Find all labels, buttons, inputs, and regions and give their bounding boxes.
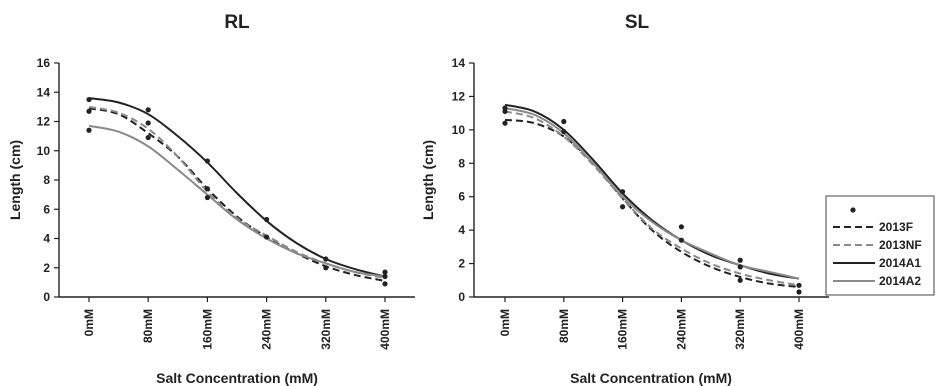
points-rl bbox=[86, 96, 388, 287]
y-tick-label-sl: 4 bbox=[458, 223, 465, 237]
data-point-rl bbox=[145, 107, 151, 113]
legend-marker-points bbox=[850, 207, 856, 213]
x-tick-label-sl: 80mM bbox=[557, 309, 571, 343]
data-point-rl bbox=[382, 273, 388, 280]
y-tick-label-sl: 2 bbox=[458, 257, 465, 271]
data-point-rl bbox=[145, 134, 151, 141]
y-tick-label-rl: 6 bbox=[43, 202, 50, 216]
data-point-rl bbox=[204, 158, 210, 164]
data-point-rl bbox=[264, 216, 270, 223]
data-point-rl bbox=[204, 194, 210, 201]
x-axis-label-sl: Salt Concentration (mM) bbox=[570, 370, 732, 386]
chart-title-sl: SL bbox=[625, 12, 650, 33]
y-tick-label-sl: 6 bbox=[458, 190, 465, 204]
data-point-sl bbox=[561, 128, 567, 135]
y-tick-label-sl: 0 bbox=[458, 290, 465, 304]
x-tick-label-sl: 160mM bbox=[616, 309, 630, 350]
series-line-2014a1-sl bbox=[504, 103, 800, 280]
y-tick-label-rl: 4 bbox=[43, 232, 50, 246]
x-axis-label-rl: Salt Concentration (mM) bbox=[156, 370, 318, 386]
series-line-2014a2-rl bbox=[88, 124, 386, 278]
data-point-sl bbox=[502, 120, 508, 126]
y-tick-label-rl: 16 bbox=[37, 56, 51, 70]
y-tick-label-rl: 8 bbox=[43, 173, 50, 187]
y-tick-label-rl: 14 bbox=[37, 85, 51, 99]
x-tick-label-rl: 400mM bbox=[378, 309, 392, 350]
data-point-sl bbox=[737, 257, 743, 263]
y-tick-label-sl: 12 bbox=[452, 89, 466, 103]
data-point-rl bbox=[86, 108, 92, 114]
curves-sl bbox=[504, 103, 800, 288]
y-axis-label-rl: Length (cm) bbox=[7, 140, 23, 220]
data-point-sl bbox=[678, 224, 685, 230]
data-point-sl bbox=[678, 237, 685, 243]
data-point-rl bbox=[323, 265, 329, 271]
series-line-2013f-rl bbox=[88, 107, 386, 282]
data-point-rl bbox=[86, 127, 92, 133]
data-point-sl bbox=[620, 189, 626, 195]
data-point-rl bbox=[264, 234, 270, 240]
data-point-rl bbox=[382, 281, 388, 287]
data-point-sl bbox=[796, 289, 802, 295]
y-tick-label-rl: 0 bbox=[43, 290, 50, 304]
legend-label-2014a1: 2014A1 bbox=[879, 256, 921, 270]
legend-label-2013nf: 2013NF bbox=[879, 238, 922, 252]
legend-label-2013f: 2013F bbox=[879, 220, 913, 234]
x-tick-label-rl: 80mM bbox=[141, 309, 155, 343]
points-sl bbox=[502, 105, 802, 295]
y-tick-label-sl: 14 bbox=[452, 56, 466, 70]
y-tick-label-rl: 2 bbox=[43, 261, 50, 275]
y-tick-label-sl: 8 bbox=[458, 156, 465, 170]
x-tick-label-sl: 320mM bbox=[733, 309, 747, 350]
x-tick-label-sl: 240mM bbox=[674, 309, 688, 350]
chart-panel-rl: RL Length (cm) Salt Concentration (mM) 0… bbox=[7, 12, 415, 386]
chart-panel-sl: SL Length (cm) Salt Concentration (mM) 0… bbox=[420, 12, 829, 386]
data-point-rl bbox=[323, 256, 329, 262]
data-point-sl bbox=[796, 282, 802, 288]
data-point-sl bbox=[620, 204, 626, 210]
ticks-sl: 0 2 4 6 8 10 12 14 0mM 80mM 160mM 240mM 320mM 400mM bbox=[452, 56, 829, 350]
x-tick-label-rl: 240mM bbox=[260, 309, 274, 350]
x-tick-label-rl: 320mM bbox=[319, 309, 333, 350]
data-point-sl bbox=[737, 277, 743, 283]
y-tick-label-rl: 10 bbox=[37, 144, 51, 158]
chart-title-rl: RL bbox=[224, 12, 250, 33]
data-point-sl bbox=[737, 264, 743, 270]
legend: 2013F 2013NF 2014A1 2014A2 bbox=[825, 195, 935, 296]
data-point-rl bbox=[86, 96, 92, 103]
x-tick-label-sl: 400mM bbox=[792, 309, 806, 350]
legend-label-2014a2: 2014A2 bbox=[879, 274, 921, 288]
data-point-rl bbox=[382, 269, 388, 275]
data-point-sl bbox=[561, 118, 567, 125]
x-tick-label-rl: 160mM bbox=[200, 309, 214, 350]
x-tick-label-sl: 0mM bbox=[498, 309, 512, 336]
data-point-sl bbox=[502, 108, 508, 115]
curves-rl bbox=[88, 97, 386, 282]
series-line-2013f-sl bbox=[504, 118, 800, 288]
series-line-2014a2-sl bbox=[504, 107, 800, 280]
y-axis-label-sl: Length (cm) bbox=[420, 140, 436, 220]
series-line-2013nf-sl bbox=[504, 110, 800, 287]
y-tick-label-rl: 12 bbox=[37, 115, 51, 129]
data-point-rl bbox=[145, 120, 151, 126]
series-line-2014a1-rl bbox=[88, 97, 386, 278]
data-point-rl bbox=[204, 186, 210, 192]
x-tick-label-rl: 0mM bbox=[82, 309, 96, 336]
y-tick-label-sl: 10 bbox=[452, 123, 466, 137]
